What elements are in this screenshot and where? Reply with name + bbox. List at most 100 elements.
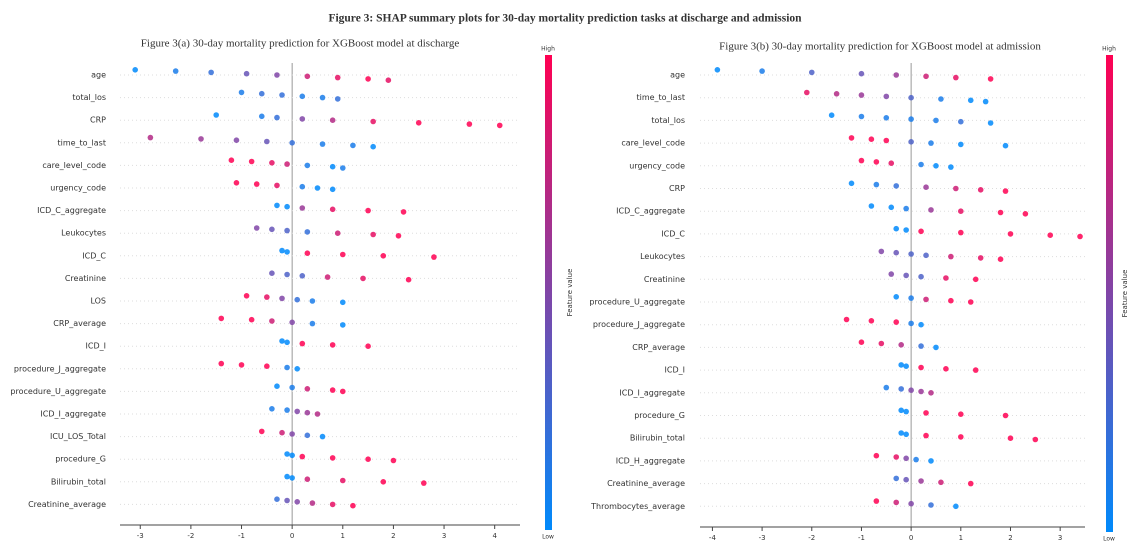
feature-label: ICD_I (665, 366, 685, 375)
shap-point (1007, 231, 1014, 237)
shap-point (284, 161, 290, 167)
shap-point (893, 294, 900, 300)
shap-point (147, 134, 154, 141)
shap-point (198, 136, 204, 142)
shap-point (868, 203, 875, 209)
shap-point (350, 502, 356, 509)
shap-point (977, 187, 984, 193)
shap-point (284, 203, 290, 210)
shap-point (893, 319, 900, 325)
x-tick-label: 0 (290, 532, 294, 540)
shap-point (370, 118, 376, 125)
shap-point (238, 362, 245, 368)
shap-point (928, 390, 934, 396)
shap-point (248, 316, 255, 323)
shap-point (294, 408, 301, 415)
shap-point (334, 230, 341, 236)
feature-label: ICD_C_aggregate (616, 207, 685, 216)
shap-point (918, 388, 924, 395)
shap-point (898, 430, 904, 436)
feature-label: Creatinine_average (28, 500, 106, 509)
shap-point (843, 316, 850, 323)
shap-point (339, 322, 346, 328)
shap-point (908, 500, 914, 507)
shap-point (873, 452, 880, 459)
feature-label: ICD_I_aggregate (40, 410, 106, 419)
feature-label: ICD_C (661, 229, 685, 238)
shap-point (274, 114, 280, 121)
shap-point (883, 115, 890, 121)
shap-point (324, 274, 331, 280)
shap-point (274, 72, 280, 78)
shap-point (304, 162, 311, 169)
shap-point (420, 480, 427, 486)
shap-point (289, 452, 295, 459)
shap-point (873, 498, 880, 504)
shap-point (284, 407, 290, 413)
shap-point (908, 320, 914, 327)
shap-point (908, 251, 914, 257)
shap-point (289, 475, 295, 481)
shap-point (918, 478, 924, 484)
shap-point (918, 321, 924, 328)
shap-point (958, 434, 964, 440)
shap-point (380, 479, 387, 485)
feature-label: care_level_code (621, 139, 685, 148)
feature-label: urgency_code (629, 161, 685, 170)
colorbar-low: Low (1103, 536, 1115, 541)
shap-point (269, 226, 275, 233)
x-tick-label: -1 (238, 532, 245, 540)
shap-point (284, 497, 290, 504)
shap-point (339, 299, 346, 306)
shap-point (958, 208, 964, 214)
feature-label: Leukocytes (640, 252, 685, 261)
shap-point (339, 477, 346, 484)
shap-point (329, 501, 336, 508)
shap-point (304, 386, 311, 392)
shap-point (938, 96, 944, 102)
colorbar-label: Feature value (566, 269, 574, 317)
shap-point (365, 343, 371, 350)
x-tick-label: -4 (709, 534, 717, 541)
shap-point (878, 248, 885, 255)
shap-point (238, 89, 245, 96)
shap-point (294, 366, 301, 372)
shap-point (258, 428, 265, 435)
shap-point (868, 318, 875, 324)
feature-label: CRP (669, 184, 685, 193)
shap-point (903, 227, 909, 233)
shap-point (928, 458, 934, 464)
shap-point (218, 315, 225, 322)
shap-point (289, 384, 295, 391)
feature-label: time_to_last (57, 138, 106, 147)
shap-point (309, 298, 316, 304)
shap-point (1077, 233, 1083, 240)
shap-point (923, 184, 929, 190)
shap-point (132, 67, 138, 73)
shap-point (923, 296, 929, 303)
feature-label: Creatinine_average (607, 479, 685, 488)
shap-point (918, 343, 924, 349)
shap-point (972, 276, 979, 283)
shap-point (908, 116, 914, 122)
shap-point (967, 299, 974, 305)
shap-point (873, 181, 880, 188)
feature-label: Creatinine (644, 275, 685, 284)
shap-point (933, 344, 939, 351)
shap-point (233, 137, 240, 143)
feature-label: ICD_I_aggregate (619, 388, 685, 397)
shap-point (997, 209, 1004, 216)
shap-point (858, 92, 865, 98)
shap-point (987, 76, 994, 82)
shap-point (858, 339, 865, 346)
shap-point (893, 454, 900, 460)
shap-point (284, 271, 290, 278)
feature-label: Creatinine (65, 274, 106, 283)
shap-point (1007, 435, 1014, 442)
shap-point (228, 157, 235, 163)
shap-point (400, 209, 407, 215)
shap-point (264, 138, 270, 145)
shap-point (299, 93, 306, 100)
x-tick-label: -3 (759, 534, 766, 541)
shap-point (304, 476, 311, 483)
